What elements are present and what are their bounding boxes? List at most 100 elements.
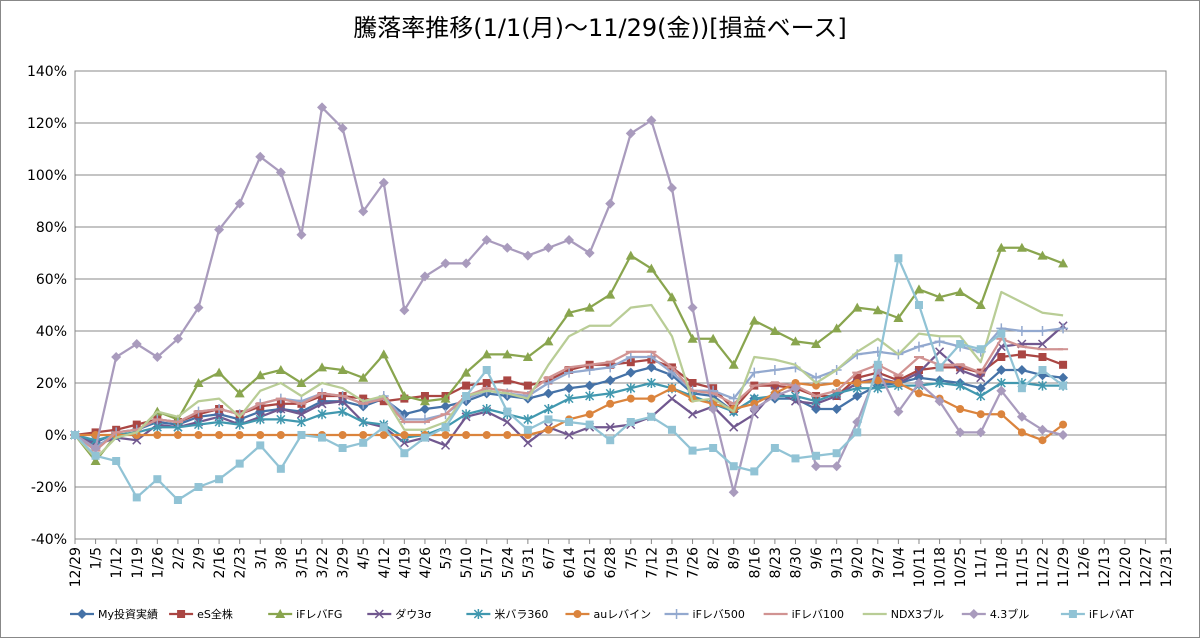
data-point: [893, 406, 904, 417]
data-point: [790, 383, 801, 394]
data-point: [914, 368, 924, 378]
x-tick-label: 1/12: [109, 547, 125, 578]
x-tick-label: 9/27: [871, 547, 887, 578]
data-point: [956, 340, 965, 348]
data-point: [1058, 323, 1069, 334]
x-tick-label: 10/11: [912, 547, 928, 587]
data-point: [749, 404, 760, 414]
legend-marker: [473, 609, 483, 619]
x-tick-label: 12/27: [1138, 547, 1154, 587]
data-point: [1059, 420, 1068, 429]
data-point: [934, 336, 945, 347]
data-point: [1037, 326, 1048, 336]
data-point: [481, 235, 492, 245]
x-tick-label: 8/16: [747, 547, 763, 579]
data-point: [317, 409, 327, 420]
x-tick-label: 3/8: [274, 547, 290, 570]
x-tick-label: 8/30: [788, 547, 804, 578]
data-point: [584, 380, 595, 391]
data-point: [750, 399, 759, 408]
data-point: [317, 102, 328, 113]
data-point: [606, 399, 615, 408]
data-point: [584, 365, 595, 375]
x-tick-label: 4/5: [356, 547, 372, 570]
data-point: [276, 414, 286, 425]
data-point: [441, 423, 450, 432]
data-point: [297, 431, 306, 439]
data-point: [502, 242, 513, 253]
data-point: [503, 407, 512, 416]
x-tick-label: 6/21: [583, 547, 599, 578]
data-point: [975, 383, 986, 394]
data-point: [378, 349, 389, 359]
x-tick-label: 11/29: [1056, 547, 1072, 587]
legend-label: My投資実績: [98, 607, 158, 621]
data-point: [873, 376, 882, 385]
data-point: [646, 362, 657, 373]
data-point: [997, 353, 1006, 361]
data-point: [976, 345, 985, 354]
data-point: [1038, 436, 1047, 445]
data-point: [728, 359, 739, 369]
data-point: [1037, 424, 1048, 435]
legend-label: iFレバ100: [792, 608, 844, 621]
x-tick-label: 1/5: [89, 547, 105, 570]
data-point: [564, 367, 575, 378]
data-point: [461, 367, 472, 377]
data-point: [893, 313, 904, 322]
x-tick-label: 5/17: [480, 547, 496, 578]
legend-label: auレバイン: [593, 608, 651, 621]
x-tick-label: 10/18: [933, 547, 949, 587]
data-point: [132, 493, 141, 502]
legend-label: iFレバ500: [693, 608, 745, 621]
data-point: [462, 392, 471, 400]
data-point: [729, 462, 738, 471]
data-point: [666, 183, 677, 193]
data-point: [647, 412, 656, 421]
data-point: [1037, 339, 1048, 349]
data-point: [173, 496, 182, 504]
data-point: [605, 375, 616, 386]
legend-label: iFレバFG: [296, 608, 342, 621]
data-point: [214, 224, 225, 235]
x-tick-label: 1/19: [130, 547, 146, 578]
data-point: [647, 394, 656, 403]
data-point: [852, 302, 863, 312]
data-point: [1016, 326, 1027, 336]
data-point: [812, 451, 821, 460]
data-point: [193, 302, 204, 313]
data-point: [646, 378, 656, 388]
data-point: [584, 302, 595, 312]
data-point: [626, 394, 635, 403]
data-point: [791, 454, 800, 463]
data-point: [626, 358, 635, 367]
data-point: [194, 483, 203, 491]
data-point: [379, 431, 388, 439]
data-point: [214, 417, 224, 427]
data-point: [358, 372, 369, 382]
data-point: [812, 381, 821, 390]
legend-marker: [671, 609, 682, 619]
y-tick-label: 140%: [27, 64, 67, 80]
x-tick-label: 11/8: [994, 547, 1010, 578]
data-point: [1058, 430, 1069, 440]
data-point: [1058, 372, 1069, 383]
data-point: [481, 349, 492, 359]
data-point: [956, 405, 965, 413]
data-point: [873, 360, 882, 369]
data-point: [296, 229, 307, 240]
data-point: [296, 378, 307, 387]
data-point: [215, 475, 224, 484]
data-point: [873, 383, 883, 394]
data-point: [646, 352, 657, 362]
legend-marker: [177, 610, 186, 618]
data-point: [440, 258, 451, 269]
data-point: [934, 396, 945, 407]
legend-marker: [968, 609, 979, 619]
data-point: [1017, 384, 1026, 393]
x-tick-label: 6/14: [562, 547, 578, 579]
data-point: [708, 404, 719, 414]
data-point: [667, 384, 676, 393]
data-point: [894, 254, 903, 263]
